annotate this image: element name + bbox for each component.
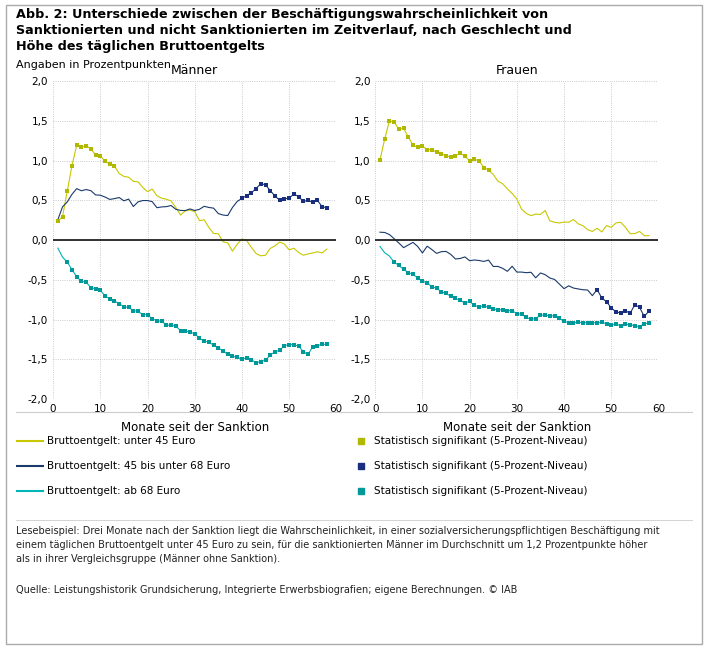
Text: Bruttoentgelt: 45 bis unter 68 Euro: Bruttoentgelt: 45 bis unter 68 Euro (47, 461, 231, 471)
Text: Statistisch signifikant (5-Prozent-Niveau): Statistisch signifikant (5-Prozent-Nivea… (374, 485, 588, 496)
Title: Frauen: Frauen (496, 64, 538, 77)
Text: Angaben in Prozentpunkten: Angaben in Prozentpunkten (16, 60, 171, 69)
Text: Bruttoentgelt: ab 68 Euro: Bruttoentgelt: ab 68 Euro (47, 485, 181, 496)
Title: Männer: Männer (171, 64, 218, 77)
Text: Bruttoentgelt: unter 45 Euro: Bruttoentgelt: unter 45 Euro (47, 436, 196, 447)
Text: Sanktionierten und nicht Sanktionierten im Zeitverlauf, nach Geschlecht und: Sanktionierten und nicht Sanktionierten … (16, 24, 571, 37)
Text: Statistisch signifikant (5-Prozent-Niveau): Statistisch signifikant (5-Prozent-Nivea… (374, 436, 588, 447)
Text: Abb. 2: Unterschiede zwischen der Beschäftigungswahrscheinlichkeit von: Abb. 2: Unterschiede zwischen der Beschä… (16, 8, 548, 21)
Text: Höhe des täglichen Bruttoentgelts: Höhe des täglichen Bruttoentgelts (16, 40, 264, 53)
X-axis label: Monate seit der Sanktion: Monate seit der Sanktion (120, 421, 269, 434)
X-axis label: Monate seit der Sanktion: Monate seit der Sanktion (442, 421, 591, 434)
Text: Statistisch signifikant (5-Prozent-Niveau): Statistisch signifikant (5-Prozent-Nivea… (374, 461, 588, 471)
Text: Quelle: Leistungshistorik Grundsicherung, Integrierte Erwerbsbiografien; eigene : Quelle: Leistungshistorik Grundsicherung… (16, 585, 517, 594)
Text: Lesebeispiel: Drei Monate nach der Sanktion liegt die Wahrscheinlichkeit, in ein: Lesebeispiel: Drei Monate nach der Sankt… (16, 526, 659, 565)
